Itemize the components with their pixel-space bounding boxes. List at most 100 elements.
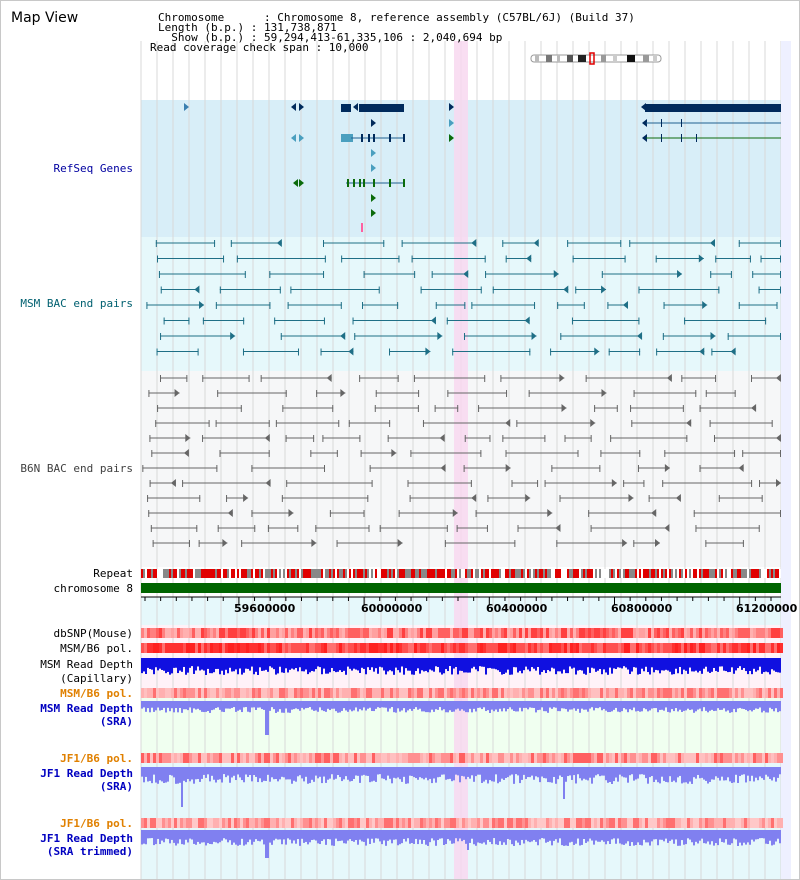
jf1-sra-depth-bar — [333, 767, 335, 780]
repeat-cell — [405, 569, 407, 578]
dbsnp-cell — [513, 628, 516, 638]
jf1-trim-depth-bar — [237, 830, 239, 846]
msm-pair-end — [655, 255, 657, 263]
msm-pol-1-cell — [513, 643, 516, 653]
jf1-trim-depth-bar — [443, 830, 445, 845]
gene-block — [645, 104, 781, 112]
jf1-trim-depth-bar — [575, 830, 577, 844]
repeat-cell — [195, 569, 197, 578]
msm-cap-depth-bar — [615, 658, 617, 670]
msm-pair-end — [550, 348, 552, 356]
jf1-pol-2-cell — [348, 818, 351, 828]
jf1-pol-1-cell — [756, 753, 759, 763]
jf1-pol-1-cell — [765, 753, 768, 763]
msm-cap-depth-bar — [673, 658, 675, 675]
msm-pol-1-cell — [714, 643, 717, 653]
jf1-pol-1-cell — [375, 753, 378, 763]
msm-sra-depth-bar — [571, 701, 573, 710]
jf1-trim-depth-bar — [333, 830, 335, 846]
jf1-trim-depth-bar — [363, 830, 365, 842]
jf1-trim-depth-bar — [299, 830, 301, 846]
msm-cap-depth-bar — [647, 658, 649, 673]
jf1-sra-depth-bar — [359, 767, 361, 783]
repeat-cell — [181, 569, 183, 578]
msm-cap-depth-bar — [527, 658, 529, 670]
msm-sra-depth-bar — [355, 701, 357, 708]
msm-pol-1-cell — [156, 643, 159, 653]
msm-sra-depth-bar — [577, 701, 579, 709]
msm-cap-depth-bar — [701, 658, 703, 674]
repeat-cell — [159, 569, 161, 578]
jf1-sra-depth-bar — [181, 767, 183, 807]
jf1-pol-2-cell — [231, 818, 234, 828]
jf1-pol-2-cell — [759, 818, 762, 828]
repeat-cell — [699, 569, 701, 578]
msm-sra-depth-bar — [719, 701, 721, 710]
jf1-pol-2-cell — [744, 818, 747, 828]
gene-exon — [661, 119, 662, 127]
jf1-sra-depth-bar — [329, 767, 331, 779]
b6n-pair-end — [375, 390, 377, 397]
jf1-trim-depth-bar — [385, 830, 387, 846]
b6n-pair-end — [489, 435, 491, 442]
jf1-trim-depth-bar — [629, 830, 631, 846]
msm-sra-depth-bar — [521, 701, 523, 712]
jf1-sra-depth-bar — [419, 767, 421, 778]
msm-sra-depth-bar — [383, 701, 385, 708]
jf1-sra-depth-bar — [175, 767, 177, 784]
msm-cap-depth-bar — [269, 658, 271, 667]
jf1-sra-depth-bar — [729, 767, 731, 782]
jf1-sra-depth-bar — [571, 767, 573, 780]
msm-pol-2-cell — [600, 688, 603, 698]
msm-pol-2-cell — [732, 688, 735, 698]
b6n-pair-end — [149, 435, 151, 442]
repeat-cell — [237, 569, 239, 578]
msm-pol-1-cell — [150, 643, 153, 653]
jf1-trim-depth-bar — [401, 830, 403, 844]
msm-sra-depth-bar — [513, 701, 515, 711]
dbsnp-cell — [663, 628, 666, 638]
jf1-pol-2-cell — [366, 818, 369, 828]
msm-cap-depth-bar — [215, 658, 217, 669]
jf1-pol-2-cell — [624, 818, 627, 828]
msm-cap-depth-bar — [723, 658, 725, 671]
repeat-cell — [417, 569, 419, 578]
msm-sra-depth-bar — [241, 701, 243, 713]
b6n-pair-end — [686, 435, 688, 442]
msm-pol-1-cell — [753, 643, 756, 653]
jf1-trim-depth-bar — [399, 830, 401, 845]
dbsnp-cell — [456, 628, 459, 638]
msm-cap-depth-bar — [745, 658, 747, 672]
repeat-cell — [341, 569, 343, 578]
msm-sra-depth-bar — [437, 701, 439, 710]
dbsnp-cell — [252, 628, 255, 638]
dbsnp-cell — [744, 628, 747, 638]
repeat-cell — [227, 569, 229, 578]
msm-pair-end — [730, 271, 732, 278]
label-chromosome: chromosome 8 — [53, 582, 133, 595]
dbsnp-cell — [768, 628, 771, 638]
msm-sra-depth-bar — [337, 701, 339, 713]
b6n-pair-arrow — [265, 479, 271, 487]
b6n-pair-arrow — [561, 404, 567, 412]
msm-cap-depth-bar — [519, 658, 521, 671]
jf1-pol-2-cell — [276, 818, 279, 828]
msm-sra-depth-bar — [735, 701, 737, 713]
dbsnp-cell — [429, 628, 432, 638]
jf1-pol-2-cell — [498, 818, 501, 828]
msm-cap-depth-bar — [729, 658, 731, 672]
b6n-pair-arrow — [622, 539, 628, 547]
dbsnp-cell — [645, 628, 648, 638]
msm-pair-end — [341, 255, 343, 263]
b6n-pair-end — [219, 450, 221, 457]
b6n-pair-end — [150, 525, 152, 532]
repeat-cell — [627, 569, 629, 578]
arrow-glyph — [449, 103, 454, 111]
dbsnp-cell — [240, 628, 243, 638]
repeat-cell — [247, 569, 249, 578]
msm-pol-2-cell — [276, 688, 279, 698]
jf1-pol-1-cell — [186, 753, 189, 763]
jf1-trim-depth-bar — [759, 830, 761, 839]
jf1-sra-depth-bar — [767, 767, 769, 777]
